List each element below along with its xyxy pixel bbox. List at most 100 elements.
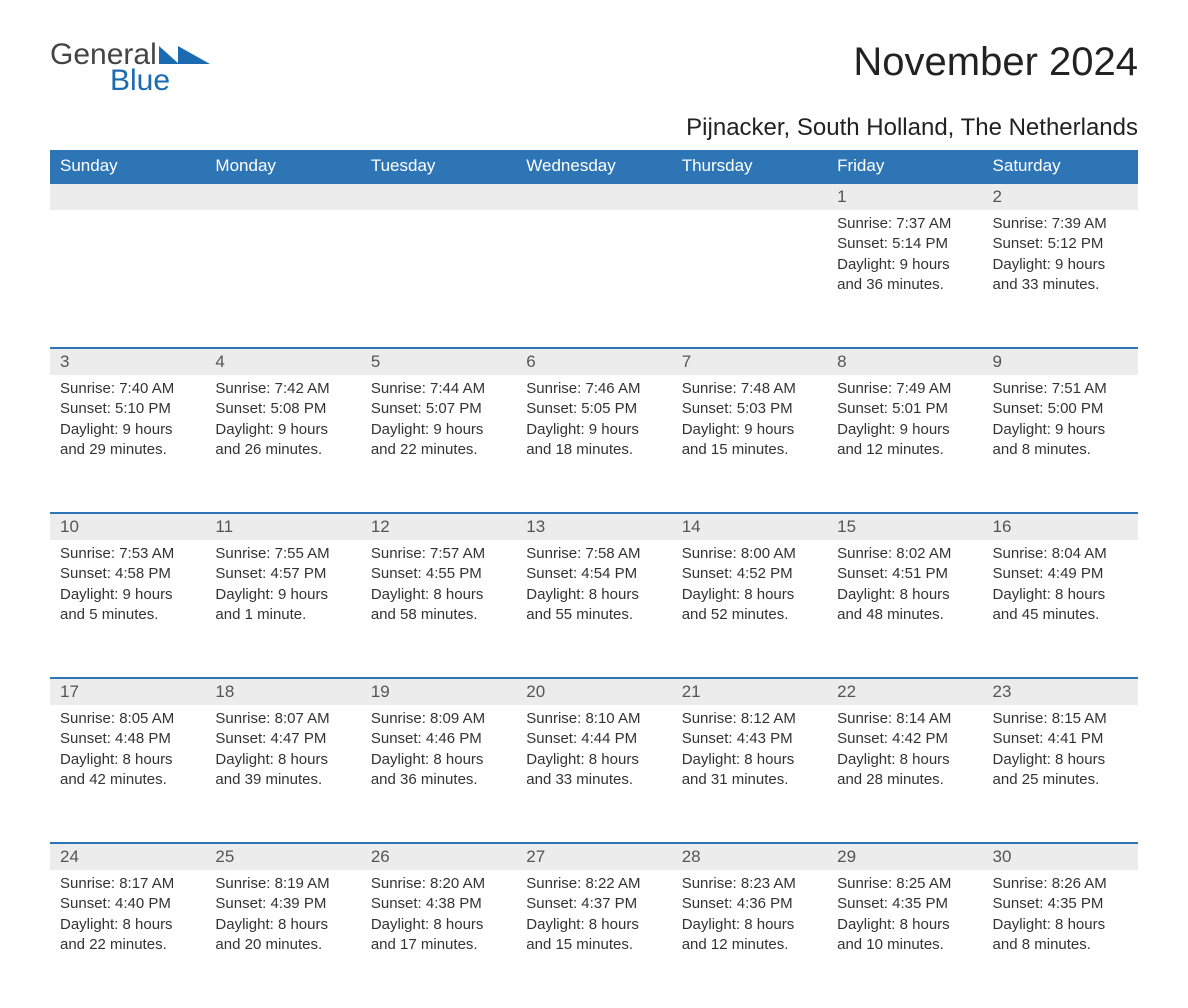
sunrise-text: Sunrise: 8:09 AM — [371, 709, 506, 729]
day-body: Sunrise: 7:40 AMSunset: 5:10 PMDaylight:… — [50, 375, 205, 466]
day-body: Sunrise: 8:05 AMSunset: 4:48 PMDaylight:… — [50, 705, 205, 796]
daylight-text: Daylight: 8 hours and 45 minutes. — [993, 585, 1128, 626]
day-cell: Sunrise: 8:26 AMSunset: 4:35 PMDaylight:… — [983, 870, 1138, 1008]
day-cell: Sunrise: 8:25 AMSunset: 4:35 PMDaylight:… — [827, 870, 982, 1008]
day-body: Sunrise: 7:46 AMSunset: 5:05 PMDaylight:… — [516, 375, 671, 466]
day-body: Sunrise: 7:53 AMSunset: 4:58 PMDaylight:… — [50, 540, 205, 631]
sunrise-text: Sunrise: 8:20 AM — [371, 874, 506, 894]
day-body: Sunrise: 8:09 AMSunset: 4:46 PMDaylight:… — [361, 705, 516, 796]
day-body: Sunrise: 7:42 AMSunset: 5:08 PMDaylight:… — [205, 375, 360, 466]
sunset-text: Sunset: 4:42 PM — [837, 729, 972, 749]
day-number: 6 — [516, 348, 671, 375]
daylight-text: Daylight: 8 hours and 25 minutes. — [993, 750, 1128, 791]
day-header: Saturday — [983, 150, 1138, 183]
daylight-text: Daylight: 8 hours and 42 minutes. — [60, 750, 195, 791]
day-number: 28 — [672, 843, 827, 870]
day-number: 11 — [205, 513, 360, 540]
day-body: Sunrise: 7:57 AMSunset: 4:55 PMDaylight:… — [361, 540, 516, 631]
sunrise-text: Sunrise: 7:49 AM — [837, 379, 972, 399]
sunset-text: Sunset: 4:46 PM — [371, 729, 506, 749]
day-cell: Sunrise: 7:48 AMSunset: 5:03 PMDaylight:… — [672, 375, 827, 513]
daylight-text: Daylight: 8 hours and 39 minutes. — [215, 750, 350, 791]
day-number: 20 — [516, 678, 671, 705]
day-number: 26 — [361, 843, 516, 870]
empty-cell — [205, 210, 360, 348]
day-cell: Sunrise: 7:53 AMSunset: 4:58 PMDaylight:… — [50, 540, 205, 678]
logo-triangle-icon — [159, 46, 179, 64]
empty-cell — [50, 183, 205, 210]
sunset-text: Sunset: 5:07 PM — [371, 399, 506, 419]
day-cell: Sunrise: 8:14 AMSunset: 4:42 PMDaylight:… — [827, 705, 982, 843]
daylight-text: Daylight: 8 hours and 10 minutes. — [837, 915, 972, 956]
logo-triangle-icon — [178, 46, 210, 64]
day-number: 18 — [205, 678, 360, 705]
week-number-row: 17181920212223 — [50, 678, 1138, 705]
sunrise-text: Sunrise: 7:42 AM — [215, 379, 350, 399]
day-body: Sunrise: 8:26 AMSunset: 4:35 PMDaylight:… — [983, 870, 1138, 961]
empty-cell — [516, 183, 671, 210]
sunset-text: Sunset: 5:00 PM — [993, 399, 1128, 419]
day-body: Sunrise: 8:04 AMSunset: 4:49 PMDaylight:… — [983, 540, 1138, 631]
sunset-text: Sunset: 5:05 PM — [526, 399, 661, 419]
day-body: Sunrise: 8:12 AMSunset: 4:43 PMDaylight:… — [672, 705, 827, 796]
day-body: Sunrise: 8:20 AMSunset: 4:38 PMDaylight:… — [361, 870, 516, 961]
sunset-text: Sunset: 5:14 PM — [837, 234, 972, 254]
day-number: 1 — [827, 183, 982, 210]
day-body: Sunrise: 8:00 AMSunset: 4:52 PMDaylight:… — [672, 540, 827, 631]
location-text: Pijnacker, South Holland, The Netherland… — [50, 114, 1138, 142]
day-body: Sunrise: 7:44 AMSunset: 5:07 PMDaylight:… — [361, 375, 516, 466]
week-body-row: Sunrise: 7:37 AMSunset: 5:14 PMDaylight:… — [50, 210, 1138, 348]
empty-cell — [50, 210, 205, 348]
sunrise-text: Sunrise: 8:04 AM — [993, 544, 1128, 564]
day-cell: Sunrise: 7:58 AMSunset: 4:54 PMDaylight:… — [516, 540, 671, 678]
day-cell: Sunrise: 8:00 AMSunset: 4:52 PMDaylight:… — [672, 540, 827, 678]
daylight-text: Daylight: 9 hours and 36 minutes. — [837, 255, 972, 296]
sunrise-text: Sunrise: 8:02 AM — [837, 544, 972, 564]
sunrise-text: Sunrise: 7:40 AM — [60, 379, 195, 399]
day-header: Thursday — [672, 150, 827, 183]
day-number: 22 — [827, 678, 982, 705]
day-cell: Sunrise: 7:44 AMSunset: 5:07 PMDaylight:… — [361, 375, 516, 513]
day-body: Sunrise: 8:19 AMSunset: 4:39 PMDaylight:… — [205, 870, 360, 961]
day-cell: Sunrise: 8:12 AMSunset: 4:43 PMDaylight:… — [672, 705, 827, 843]
daylight-text: Daylight: 9 hours and 15 minutes. — [682, 420, 817, 461]
day-cell: Sunrise: 8:09 AMSunset: 4:46 PMDaylight:… — [361, 705, 516, 843]
day-number: 15 — [827, 513, 982, 540]
daylight-text: Daylight: 8 hours and 31 minutes. — [682, 750, 817, 791]
daylight-text: Daylight: 9 hours and 33 minutes. — [993, 255, 1128, 296]
sunset-text: Sunset: 4:43 PM — [682, 729, 817, 749]
sunset-text: Sunset: 4:55 PM — [371, 564, 506, 584]
day-body: Sunrise: 7:51 AMSunset: 5:00 PMDaylight:… — [983, 375, 1138, 466]
sunset-text: Sunset: 5:12 PM — [993, 234, 1128, 254]
sunset-text: Sunset: 4:58 PM — [60, 564, 195, 584]
empty-cell — [361, 210, 516, 348]
day-number: 13 — [516, 513, 671, 540]
week-body-row: Sunrise: 7:53 AMSunset: 4:58 PMDaylight:… — [50, 540, 1138, 678]
day-cell: Sunrise: 7:49 AMSunset: 5:01 PMDaylight:… — [827, 375, 982, 513]
sunset-text: Sunset: 4:47 PM — [215, 729, 350, 749]
brand-word2: Blue — [110, 66, 210, 96]
day-body: Sunrise: 7:55 AMSunset: 4:57 PMDaylight:… — [205, 540, 360, 631]
day-number: 29 — [827, 843, 982, 870]
day-cell: Sunrise: 8:22 AMSunset: 4:37 PMDaylight:… — [516, 870, 671, 1008]
day-cell: Sunrise: 7:42 AMSunset: 5:08 PMDaylight:… — [205, 375, 360, 513]
day-number: 12 — [361, 513, 516, 540]
day-number: 17 — [50, 678, 205, 705]
daylight-text: Daylight: 9 hours and 18 minutes. — [526, 420, 661, 461]
sunrise-text: Sunrise: 7:48 AM — [682, 379, 817, 399]
sunrise-text: Sunrise: 7:51 AM — [993, 379, 1128, 399]
day-header: Tuesday — [361, 150, 516, 183]
sunset-text: Sunset: 4:35 PM — [993, 894, 1128, 914]
page-header: General Blue November 2024 — [50, 40, 1138, 96]
daylight-text: Daylight: 9 hours and 12 minutes. — [837, 420, 972, 461]
month-title: November 2024 — [853, 40, 1138, 85]
day-number: 5 — [361, 348, 516, 375]
sunrise-text: Sunrise: 7:39 AM — [993, 214, 1128, 234]
sunrise-text: Sunrise: 8:26 AM — [993, 874, 1128, 894]
day-number: 14 — [672, 513, 827, 540]
day-cell: Sunrise: 8:20 AMSunset: 4:38 PMDaylight:… — [361, 870, 516, 1008]
day-body: Sunrise: 7:48 AMSunset: 5:03 PMDaylight:… — [672, 375, 827, 466]
daylight-text: Daylight: 8 hours and 12 minutes. — [682, 915, 817, 956]
daylight-text: Daylight: 8 hours and 8 minutes. — [993, 915, 1128, 956]
title-block: November 2024 — [853, 40, 1138, 85]
